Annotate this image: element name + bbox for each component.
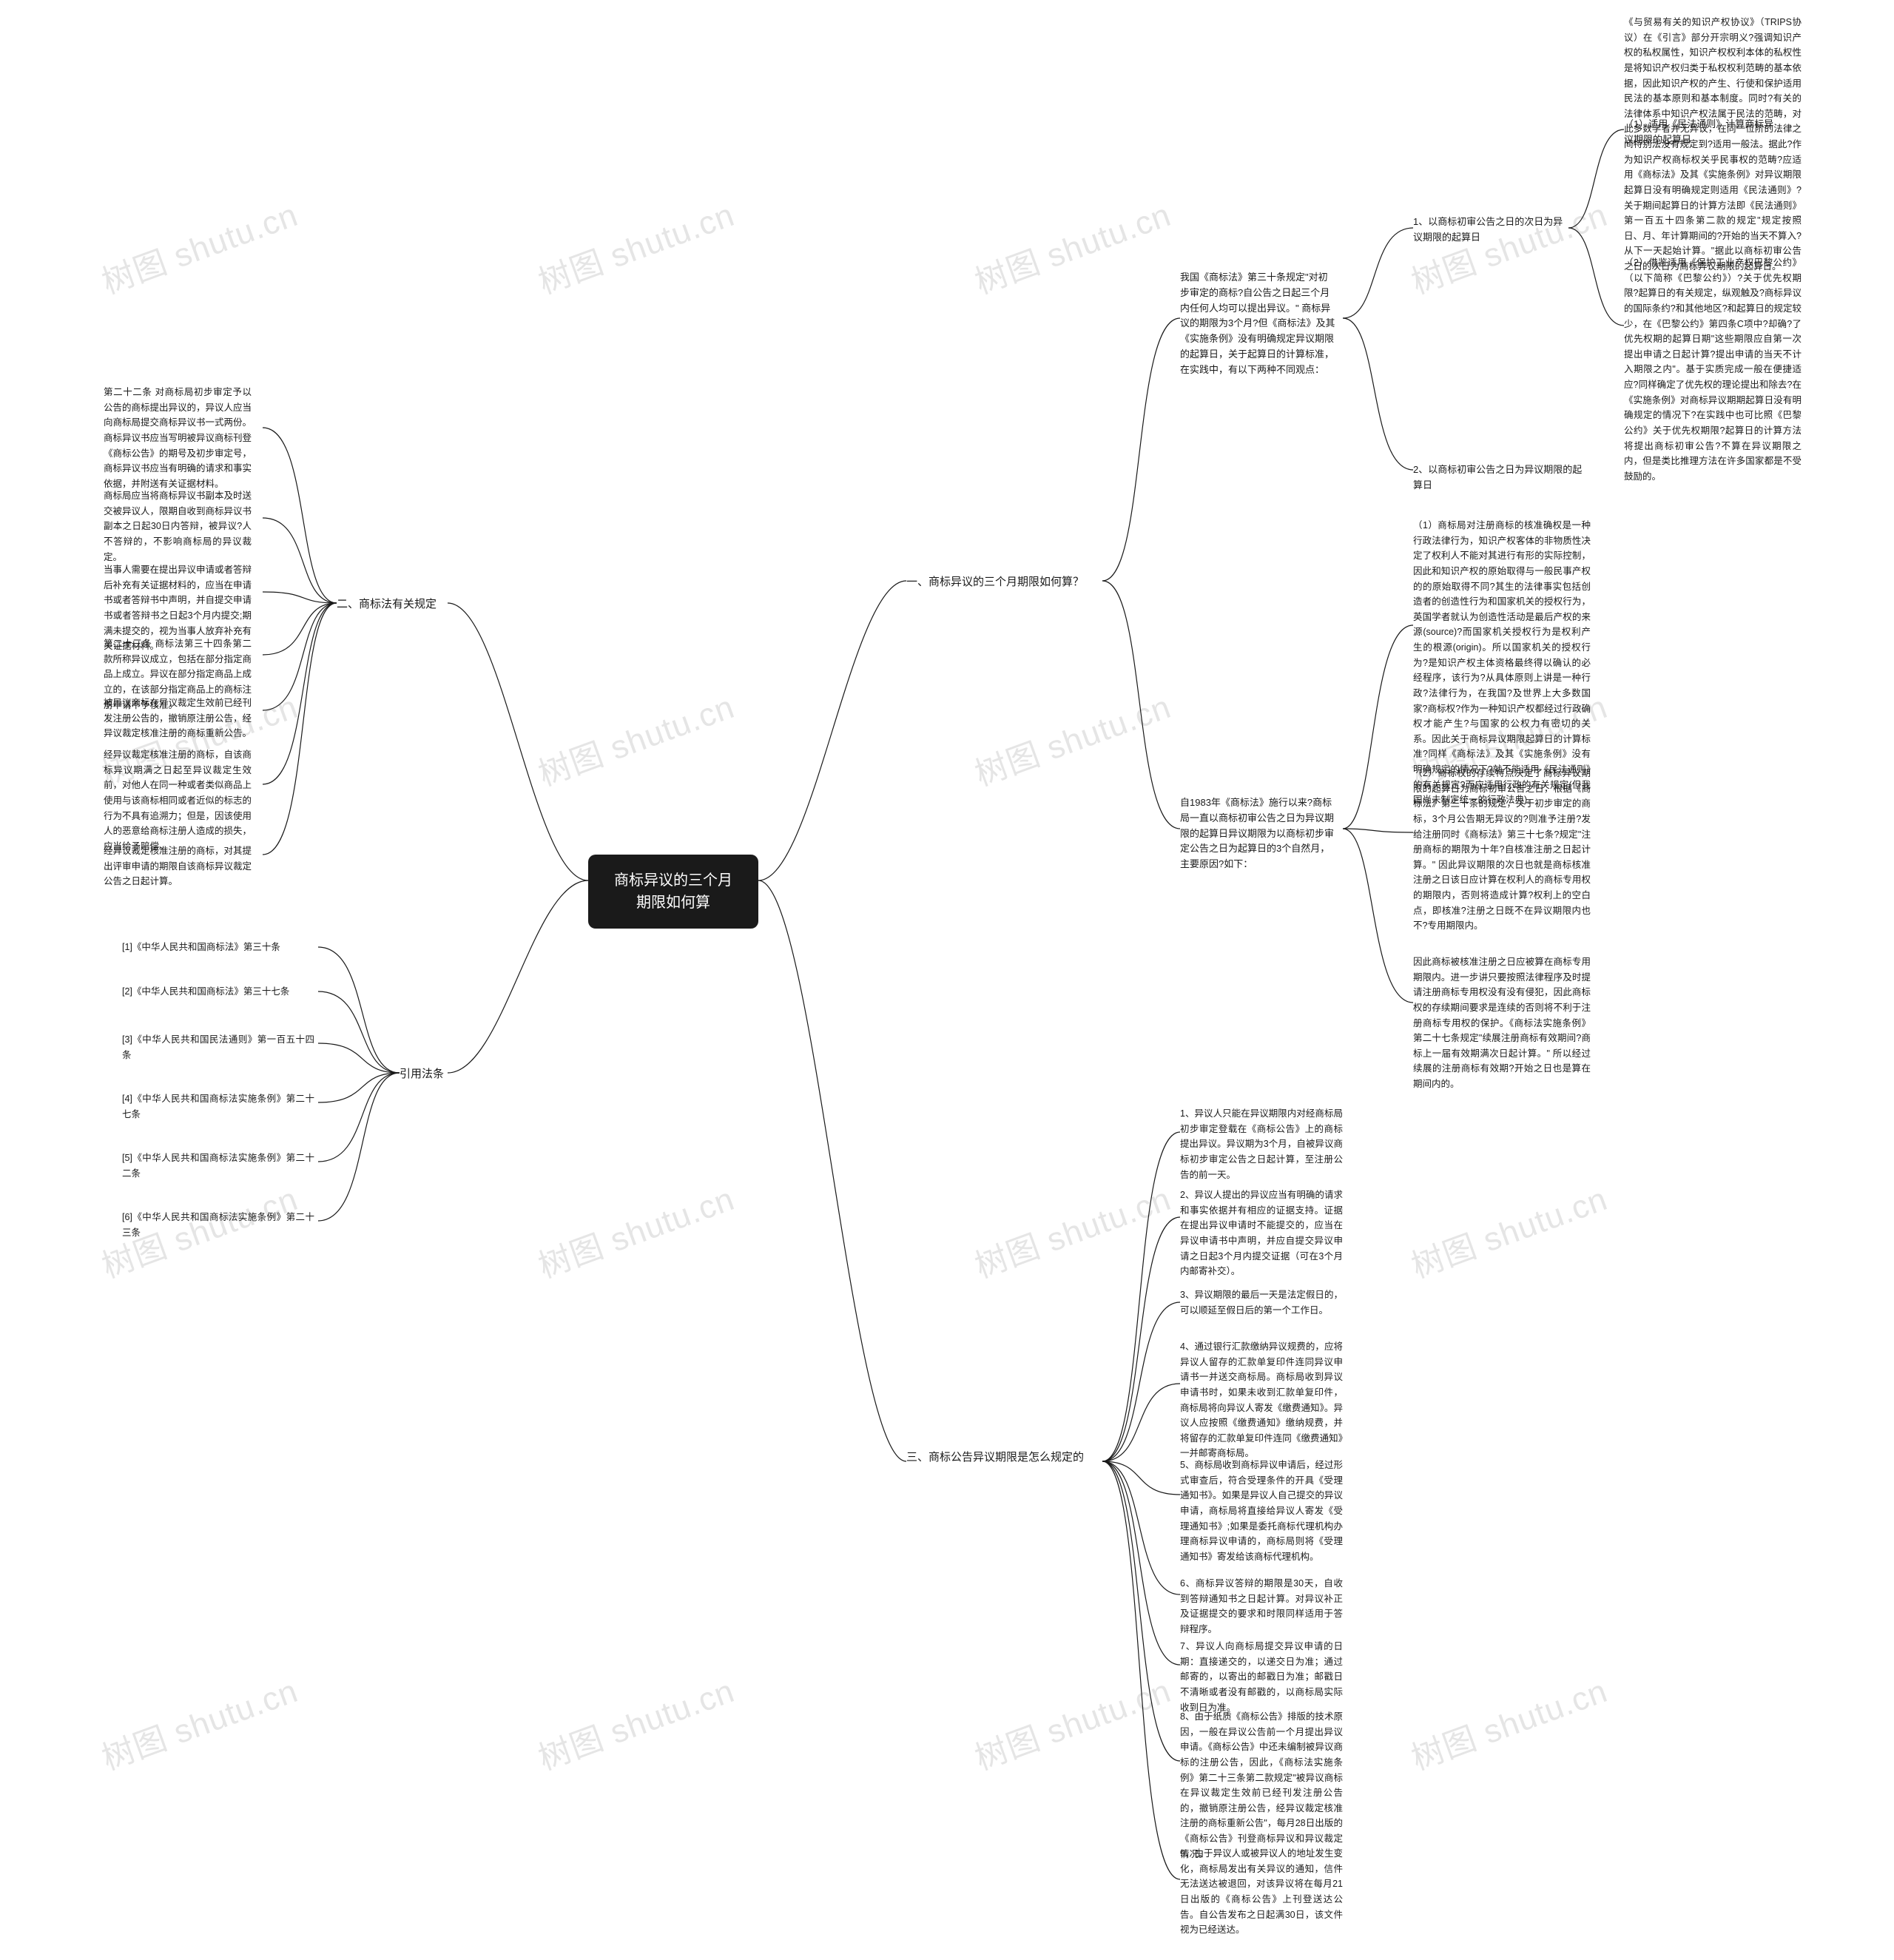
subnode-d2: 2、以商标初审公告之日为异议期限的起算日 bbox=[1413, 462, 1583, 494]
branch-section-3: 三、商标公告异议期限是怎么规定的 bbox=[906, 1449, 1099, 1466]
leaf-r4: [4]《中华人民共和国商标法实施条例》第二十七条 bbox=[122, 1091, 314, 1122]
leaf-s8: 8、由于纸质《商标公告》排版的技术原因，一般在异议公告前一个月提出异议申请。《商… bbox=[1180, 1709, 1343, 1862]
leaf-r2: [2]《中华人民共和国商标法》第三十七条 bbox=[122, 984, 314, 1000]
watermark: 树图 shutu.cn bbox=[967, 188, 1176, 303]
leaf-e4: （2）商标权的存续特点决定了商标异议期限的起算日为商标初审公告之日，根据《商标法… bbox=[1413, 766, 1591, 934]
leaf-l6: 经异议裁定核准注册的商标，自该商标异议期满之日起至异议裁定生效前，对他人在同一种… bbox=[104, 747, 252, 854]
watermark: 树图 shutu.cn bbox=[967, 1664, 1176, 1779]
leaf-l2: 商标局应当将商标异议书副本及时送交被异议人，限期自收到商标异议书副本之日起30日… bbox=[104, 488, 252, 565]
leaf-l1: 第二十二条 对商标局初步审定予以公告的商标提出异议的，异议人应当向商标局提交商标… bbox=[104, 385, 252, 491]
leaf-s9: 9、由于异议人或被异议人的地址发生变化，商标局发出有关异议的通知，信件无法送达被… bbox=[1180, 1846, 1343, 1938]
leaf-r1: [1]《中华人民共和国商标法》第三十条 bbox=[122, 940, 314, 955]
leaf-l7: 经异议裁定核准注册的商标，对其提出评审申请的期限自该商标异议裁定公告之日起计算。 bbox=[104, 843, 252, 889]
leaf-s1: 1、异议人只能在异议期限内对经商标局初步审定登载在《商标公告》上的商标提出异议。… bbox=[1180, 1106, 1343, 1182]
leaf-r6: [6]《中华人民共和国商标法实施条例》第二十三条 bbox=[122, 1210, 314, 1240]
watermark: 树图 shutu.cn bbox=[94, 1664, 303, 1779]
branch-section-1: 一、商标异议的三个月期限如何算？ bbox=[906, 573, 1084, 591]
leaf-s5: 5、商标局收到商标异议申请后，经过形式审查后，符合受理条件的开具《受理通知书》。… bbox=[1180, 1458, 1343, 1564]
connectors bbox=[0, 0, 1894, 1960]
leaf-l5: 被异议商标在异议裁定生效前已经刊发注册公告的，撤销原注册公告，经异议裁定核准注册… bbox=[104, 696, 252, 741]
branch-citations: 引用法条 bbox=[400, 1065, 444, 1083]
leaf-e1-detail: 《与贸易有关的知识产权协议》（TRIPS协议）在《引言》部分开宗明义?强调知识产… bbox=[1624, 15, 1802, 275]
watermark: 树图 shutu.cn bbox=[1403, 1664, 1613, 1779]
watermark: 树图 shutu.cn bbox=[530, 680, 740, 795]
watermark: 树图 shutu.cn bbox=[530, 1664, 740, 1779]
leaf-e3: （1）商标局对注册商标的核准确权是一种行政法律行为，知识产权客体的非物质性决定了… bbox=[1413, 518, 1591, 808]
watermark: 树图 shutu.cn bbox=[530, 188, 740, 303]
leaf-s6: 6、商标异议答辩的期限是30天，自收到答辩通知书之日起计算。对异议补正及证据提交… bbox=[1180, 1576, 1343, 1637]
subnode-c1: 我国《商标法》第三十条规定"对初步审定的商标?自公告之日起三个月内任何人均可以提… bbox=[1180, 270, 1335, 378]
watermark: 树图 shutu.cn bbox=[967, 1172, 1176, 1287]
watermark: 树图 shutu.cn bbox=[1403, 1172, 1613, 1287]
watermark: 树图 shutu.cn bbox=[530, 1172, 740, 1287]
watermark: 树图 shutu.cn bbox=[94, 188, 303, 303]
branch-section-2: 二、商标法有关规定 bbox=[337, 596, 437, 613]
watermark: 树图 shutu.cn bbox=[1403, 188, 1613, 303]
leaf-r3: [3]《中华人民共和国民法通则》第一百五十四条 bbox=[122, 1032, 314, 1062]
leaf-e2: （2）借鉴适用《保护工业产权巴黎公约》（以下简称《巴黎公约》）?关于优先权期限?… bbox=[1624, 255, 1802, 484]
root-node: 商标异议的三个月期限如何算 bbox=[588, 855, 758, 929]
leaf-s7: 7、异议人向商标局提交异议申请的日期：直接递交的，以递交日为准；通过邮寄的，以寄… bbox=[1180, 1639, 1343, 1715]
leaf-s4: 4、通过银行汇款缴纳异议规费的，应将异议人留存的汇款单复印件连同异议申请书一并送… bbox=[1180, 1339, 1343, 1461]
watermark: 树图 shutu.cn bbox=[967, 680, 1176, 795]
leaf-e5: 因此商标被核准注册之日应被算在商标专用期限内。进一步讲只要按照法律程序及时提请注… bbox=[1413, 954, 1591, 1092]
leaf-s3: 3、异议期限的最后一天是法定假日的，可以顺延至假日后的第一个工作日。 bbox=[1180, 1287, 1343, 1318]
subnode-d1: 1、以商标初审公告之日的次日为异议期限的起算日 bbox=[1413, 215, 1568, 246]
leaf-r5: [5]《中华人民共和国商标法实施条例》第二十二条 bbox=[122, 1151, 314, 1181]
subnode-c2: 自1983年《商标法》施行以来?商标局一直以商标初审公告之日为异议期限的起算日异… bbox=[1180, 795, 1335, 872]
leaf-s2: 2、异议人提出的异议应当有明确的请求和事实依据并有相应的证据支持。证据在提出异议… bbox=[1180, 1188, 1343, 1279]
